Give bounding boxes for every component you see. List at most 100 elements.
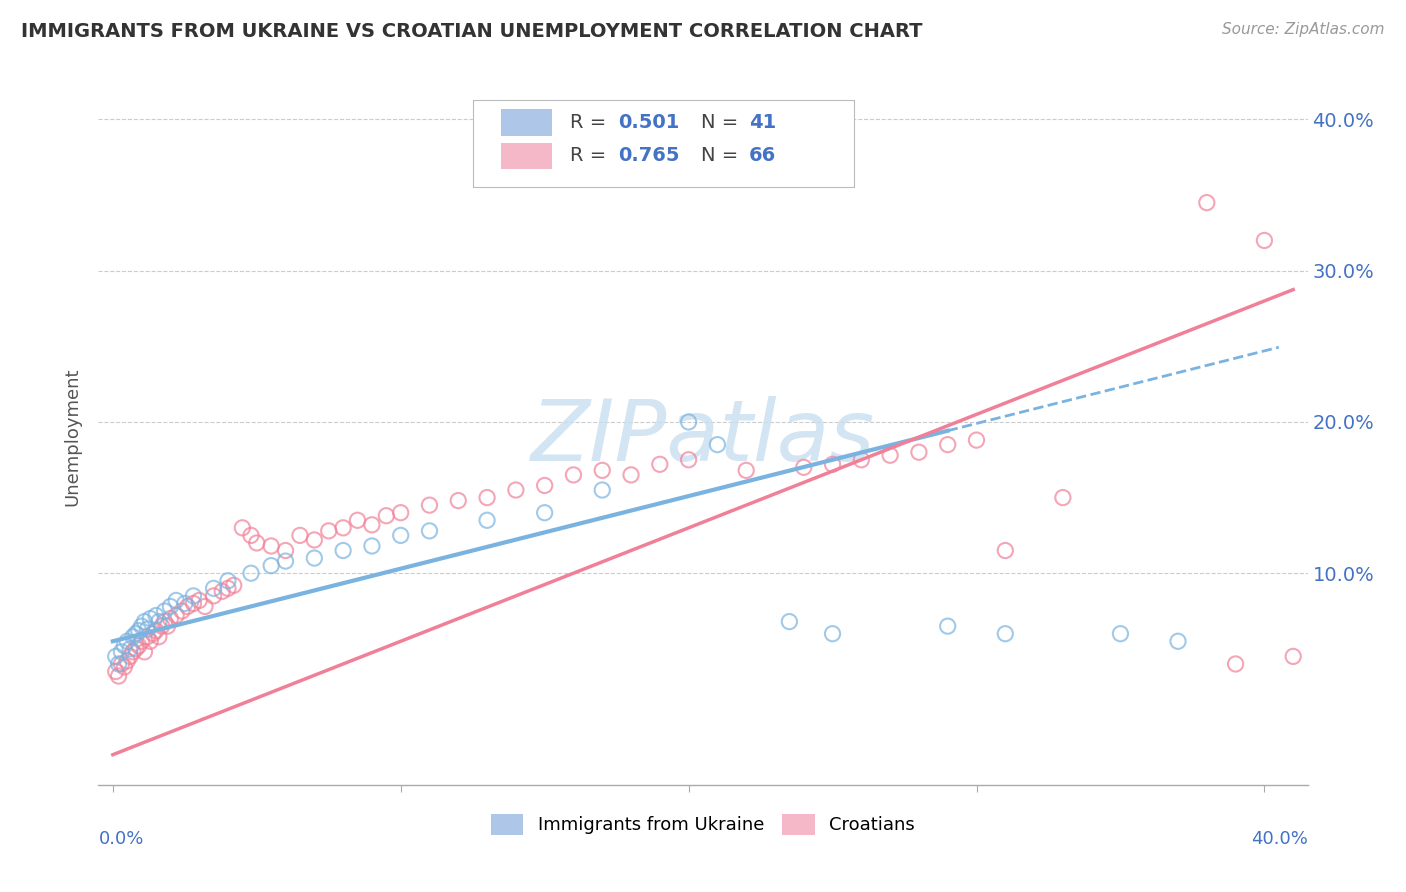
- Point: [148, 630, 170, 644]
- Point: [231, 521, 253, 535]
- Point: [136, 622, 159, 636]
- Point: [332, 521, 354, 535]
- Point: [418, 524, 440, 538]
- Point: [274, 543, 297, 558]
- Point: [165, 593, 187, 607]
- Point: [240, 528, 263, 542]
- Point: [120, 641, 142, 656]
- Point: [115, 634, 138, 648]
- Point: [122, 645, 145, 659]
- Point: [110, 657, 132, 671]
- Point: [1195, 195, 1218, 210]
- Point: [217, 574, 239, 588]
- Point: [153, 615, 176, 629]
- Point: [202, 589, 225, 603]
- Point: [332, 543, 354, 558]
- Text: R =: R =: [569, 146, 613, 166]
- Point: [1253, 234, 1275, 248]
- Point: [107, 669, 129, 683]
- Point: [131, 619, 153, 633]
- Point: [188, 593, 211, 607]
- Point: [260, 558, 283, 573]
- Text: 0.765: 0.765: [619, 146, 681, 166]
- Point: [447, 493, 470, 508]
- Point: [591, 483, 613, 497]
- Point: [389, 528, 412, 542]
- Point: [908, 445, 931, 459]
- Point: [142, 626, 165, 640]
- Point: [128, 624, 150, 638]
- Point: [145, 624, 167, 638]
- Point: [125, 641, 148, 656]
- Point: [170, 604, 193, 618]
- Point: [159, 599, 181, 614]
- Point: [1368, 430, 1391, 444]
- Point: [288, 528, 311, 542]
- Point: [735, 463, 758, 477]
- Point: [131, 634, 153, 648]
- Point: [375, 508, 398, 523]
- Point: [112, 639, 135, 653]
- Text: R =: R =: [569, 113, 613, 132]
- Point: [136, 630, 159, 644]
- Point: [678, 415, 700, 429]
- Point: [505, 483, 527, 497]
- Point: [240, 566, 263, 581]
- Point: [821, 626, 844, 640]
- Point: [217, 582, 239, 596]
- Point: [156, 619, 179, 633]
- Point: [104, 665, 127, 679]
- Point: [153, 604, 176, 618]
- Point: [165, 608, 187, 623]
- Point: [139, 611, 162, 625]
- Point: [361, 539, 384, 553]
- Point: [389, 506, 412, 520]
- Point: [533, 478, 555, 492]
- Point: [821, 458, 844, 472]
- Text: ZIPatlas: ZIPatlas: [531, 395, 875, 479]
- Point: [107, 657, 129, 671]
- Point: [139, 634, 162, 648]
- Point: [591, 463, 613, 477]
- Point: [134, 615, 156, 629]
- Point: [778, 615, 800, 629]
- Point: [134, 645, 156, 659]
- FancyBboxPatch shape: [474, 100, 855, 186]
- Point: [120, 649, 142, 664]
- Point: [304, 533, 326, 547]
- Text: N =: N =: [700, 113, 744, 132]
- Point: [110, 645, 132, 659]
- Text: 0.0%: 0.0%: [98, 830, 143, 848]
- Point: [706, 437, 728, 451]
- Point: [176, 599, 198, 614]
- Point: [1052, 491, 1074, 505]
- Point: [475, 513, 498, 527]
- Text: 41: 41: [749, 113, 776, 132]
- Point: [994, 626, 1017, 640]
- Point: [145, 608, 167, 623]
- Point: [994, 543, 1017, 558]
- Point: [936, 437, 959, 451]
- Text: IMMIGRANTS FROM UKRAINE VS CROATIAN UNEMPLOYMENT CORRELATION CHART: IMMIGRANTS FROM UKRAINE VS CROATIAN UNEM…: [21, 22, 922, 41]
- Point: [246, 536, 269, 550]
- Point: [128, 639, 150, 653]
- Point: [274, 554, 297, 568]
- Text: N =: N =: [700, 146, 744, 166]
- Point: [966, 433, 988, 447]
- Point: [318, 524, 340, 538]
- Bar: [501, 110, 551, 136]
- Point: [1109, 626, 1132, 640]
- Point: [150, 619, 173, 633]
- Point: [222, 578, 245, 592]
- Text: Source: ZipAtlas.com: Source: ZipAtlas.com: [1222, 22, 1385, 37]
- Bar: [501, 143, 551, 169]
- Point: [202, 582, 225, 596]
- Point: [125, 626, 148, 640]
- Point: [211, 584, 233, 599]
- Text: 66: 66: [749, 146, 776, 166]
- Point: [851, 452, 873, 467]
- Y-axis label: Unemployment: Unemployment: [63, 368, 82, 507]
- Point: [173, 597, 195, 611]
- Legend: Immigrants from Ukraine, Croatians: Immigrants from Ukraine, Croatians: [484, 806, 922, 842]
- Point: [260, 539, 283, 553]
